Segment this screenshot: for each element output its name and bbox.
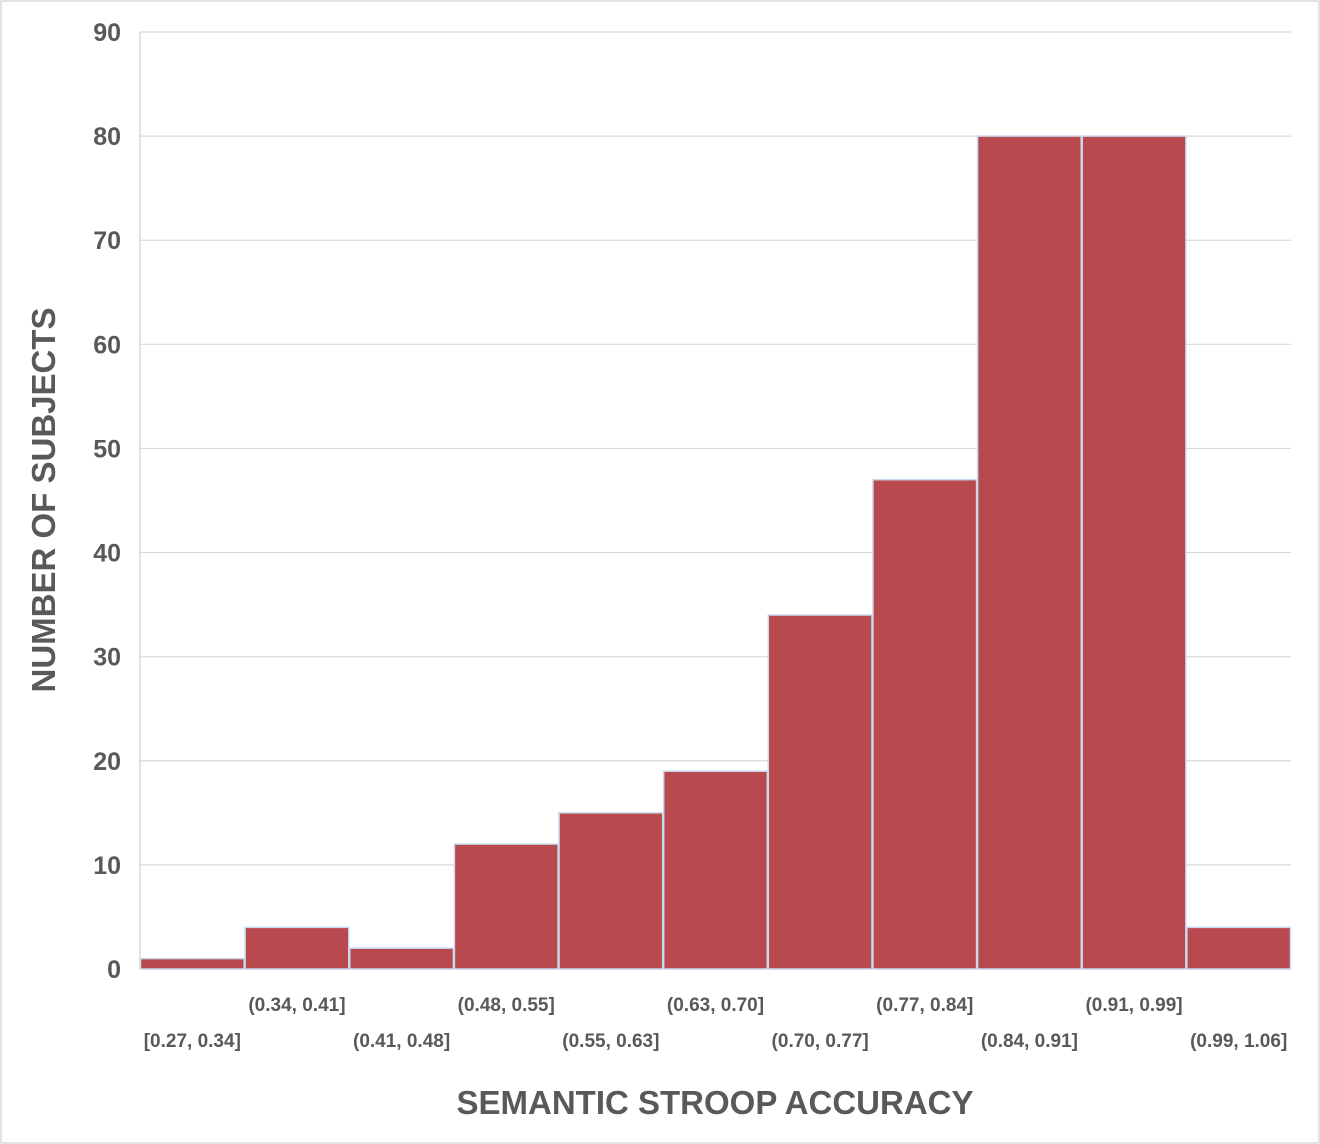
y-tick-label-80: 80 bbox=[93, 123, 121, 151]
bar-3 bbox=[453, 843, 559, 970]
bar-4 bbox=[558, 812, 664, 970]
y-axis-title: NUMBER OF SUBJECTS bbox=[25, 307, 62, 692]
y-tick-label-20: 20 bbox=[93, 748, 121, 776]
y-tick-label-60: 60 bbox=[93, 331, 121, 359]
y-tick-label-10: 10 bbox=[93, 852, 121, 880]
y-tick-label-90: 90 bbox=[93, 19, 121, 47]
x-tick-label-3: (0.48, 0.55] bbox=[458, 995, 555, 1016]
bar-7 bbox=[872, 478, 978, 970]
bar-9 bbox=[1081, 135, 1187, 970]
x-tick-label-9: (0.91, 0.99] bbox=[1085, 995, 1182, 1016]
bar-5 bbox=[662, 770, 769, 970]
bars bbox=[139, 135, 1292, 970]
y-tick-label-40: 40 bbox=[93, 540, 121, 568]
bar-10 bbox=[1186, 926, 1292, 970]
x-tick-label-6: (0.70, 0.77] bbox=[772, 1031, 869, 1052]
x-tick-label-0: [0.27, 0.34] bbox=[144, 1031, 241, 1052]
x-tick-label-1: (0.34, 0.41] bbox=[248, 995, 345, 1016]
x-tick-label-7: (0.77, 0.84] bbox=[876, 995, 973, 1016]
x-tick-label-10: (0.99, 1.06] bbox=[1190, 1031, 1287, 1052]
x-tick-label-4: (0.55, 0.63] bbox=[562, 1031, 659, 1052]
bar-6 bbox=[767, 614, 873, 970]
y-tick-label-0: 0 bbox=[107, 956, 121, 984]
x-axis-title: SEMANTIC STROOP ACCURACY bbox=[456, 1084, 973, 1121]
y-tick-label-50: 50 bbox=[93, 435, 121, 463]
y-tick-labels: 0 10 20 30 40 50 60 70 80 90 bbox=[93, 19, 121, 984]
x-tick-label-8: (0.84, 0.91] bbox=[981, 1031, 1078, 1052]
bar-0 bbox=[139, 957, 245, 970]
y-tick-label-70: 70 bbox=[93, 227, 121, 255]
bar-8 bbox=[976, 135, 1082, 970]
y-tick-label-30: 30 bbox=[93, 644, 121, 672]
bar-2 bbox=[349, 947, 455, 970]
x-tick-labels: [0.27, 0.34] (0.34, 0.41] (0.41, 0.48] (0.4… bbox=[144, 995, 1288, 1052]
x-tick-label-5: (0.63, 0.70] bbox=[667, 995, 764, 1016]
bar-1 bbox=[244, 926, 350, 970]
x-tick-label-2: (0.41, 0.48] bbox=[353, 1031, 450, 1052]
